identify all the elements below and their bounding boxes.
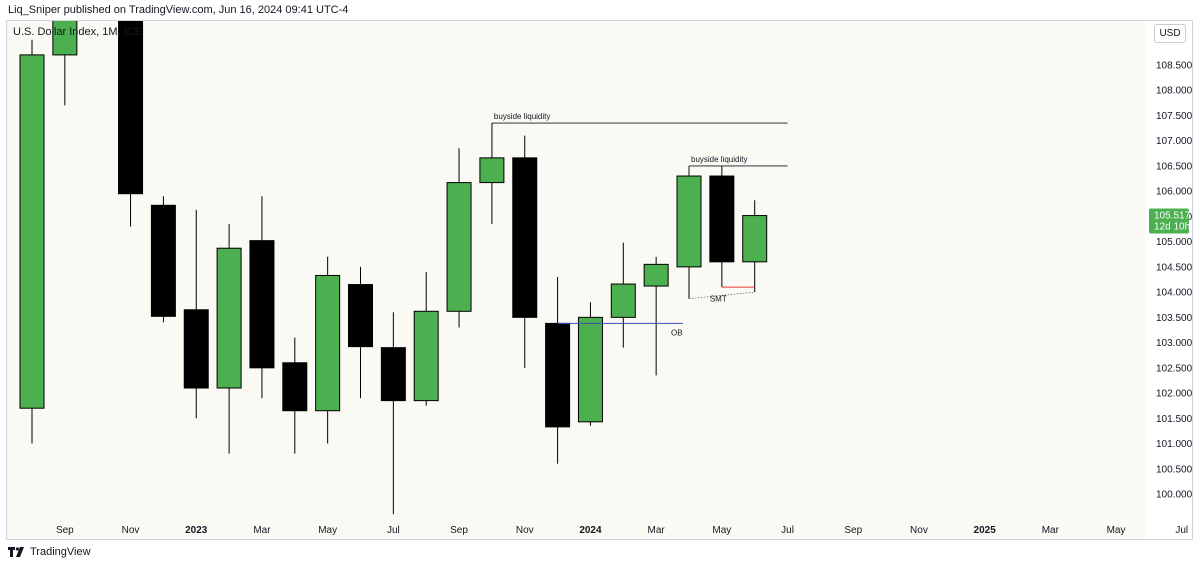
price-tick-label: 108.500 [1156,61,1193,72]
candle-up [52,21,78,56]
time-tick-label: Mar [253,525,271,536]
time-tick-label: Nov [516,525,534,536]
footer-brand-label: TradingView [30,546,91,558]
candles-group: buyside liquidity buyside liquidity OB SMT [19,21,788,515]
candle-up [216,247,242,389]
price-tick-label: 103.000 [1156,338,1193,349]
time-tick-label: Jul [781,525,794,536]
candle-down [545,322,571,428]
candle-down [249,240,275,369]
candle-down [512,157,538,318]
time-tick-label: Jul [387,525,400,536]
price-tick-label: 102.000 [1156,389,1193,400]
publish-header: Liq_Sniper published on TradingView.com,… [8,4,349,16]
time-tick-label: Mar [648,525,666,536]
candle-up [19,54,45,409]
candle-down [183,309,209,389]
time-tick-label: May [1107,525,1126,536]
time-tick-label: Sep [844,525,862,536]
time-tick-label: Sep [450,525,468,536]
bar-countdown: 12d 10h [1154,222,1190,233]
current-price-value: 105.517 [1154,211,1191,222]
candle-up [446,182,472,312]
buyside-liquidity-label: buyside liquidity [494,112,550,121]
footer-brand[interactable]: TradingView [8,546,91,558]
candle-down [380,347,406,402]
price-tick-label: 105.000 [1156,237,1193,248]
buyside-liquidity-label: buyside liquidity [691,155,747,164]
time-tick-label: Nov [122,525,140,536]
candle-down [282,362,308,412]
candle-down [348,284,373,348]
chart-frame [6,20,1193,540]
candle-down [709,175,735,263]
time-tick-label: Mar [1042,525,1060,536]
smt-divergence-line [688,291,755,300]
time-tick-label: 2025 [974,525,997,536]
time-tick-label: May [712,525,731,536]
candle-up [610,283,636,318]
candle-up [479,157,505,184]
candle-down [118,21,144,195]
price-tick-label: 106.500 [1156,161,1193,172]
price-tick-label: 101.000 [1156,439,1193,450]
time-tick-label: Nov [910,525,928,536]
price-tick-label: 104.000 [1156,288,1193,299]
price-tick-label: 100.000 [1156,490,1193,501]
price-tick-label: 104.500 [1156,262,1193,273]
time-tick-label: May [318,525,337,536]
smt-label: SMT [710,295,727,304]
price-tick-label: 107.000 [1156,136,1193,147]
symbol-label: U.S. Dollar Index, 1M, ICE [13,26,142,38]
candle-up [676,175,702,268]
candle-up [315,274,341,412]
time-tick-label: Sep [56,525,74,536]
current-price-badge [1149,208,1189,234]
price-tick-label: 108.000 [1156,86,1193,97]
order-block-label: OB [671,328,683,337]
price-tick-label: 107.500 [1156,111,1193,122]
candle-up [577,316,603,423]
time-tick-label: 2024 [579,525,602,536]
candle-up [742,215,768,263]
price-tick-label: 102.500 [1156,363,1193,374]
price-tick-label: 101.500 [1156,414,1193,425]
price-tick-label: 103.500 [1156,313,1193,324]
candle-up [413,310,439,402]
candle-up [643,263,669,287]
price-tick-label: 100.500 [1156,464,1193,475]
time-tick-label: Jul [1175,525,1188,536]
candle-down [150,204,176,317]
currency-button[interactable]: USD [1154,24,1186,43]
time-tick-label: 2023 [185,525,208,536]
tradingview-logo-icon [8,547,24,557]
price-tick-label: 106.000 [1156,187,1193,198]
